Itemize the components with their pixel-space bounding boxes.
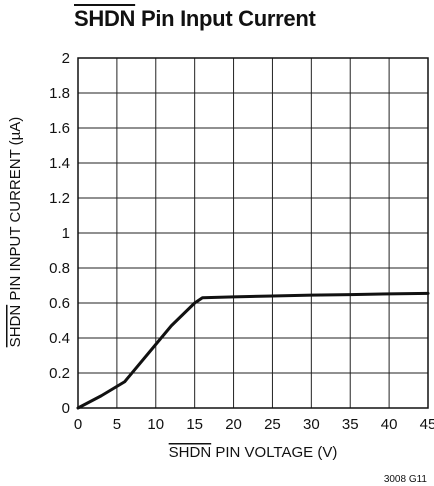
x-tick-label: 40 (381, 416, 398, 433)
x-axis-label: SHDN PIN VOLTAGE (V) (169, 444, 338, 461)
x-tick-labels: 0 5 10 15 20 25 30 35 40 45 (74, 416, 434, 433)
grid (78, 58, 428, 408)
y-tick-label: 0.4 (49, 330, 70, 347)
x-tick-label: 5 (113, 416, 121, 433)
chart-title: SHDN Pin Input Current (74, 6, 316, 32)
y-tick-label: 2 (62, 50, 70, 67)
x-tick-label: 30 (303, 416, 320, 433)
x-tick-label: 20 (225, 416, 242, 433)
y-tick-label: 0.2 (49, 365, 70, 382)
series-line (76, 291, 430, 410)
x-tick-label: 10 (147, 416, 164, 433)
figure-code: 3008 G11 (384, 474, 428, 485)
y-tick-label: 1.4 (49, 155, 70, 172)
x-tick-label: 45 (420, 416, 434, 433)
y-tick-label: 1.8 (49, 85, 70, 102)
x-tick-label: 25 (264, 416, 281, 433)
plot-frame (77, 57, 429, 409)
title-rest-text: Pin Input Current (135, 6, 316, 31)
x-tick-label: 15 (186, 416, 203, 433)
y-tick-label: 0 (62, 400, 70, 417)
series-lines (76, 291, 430, 410)
title-overline-text: SHDN (74, 6, 136, 31)
x-tick-label: 35 (342, 416, 359, 433)
y-tick-label: 1 (62, 225, 70, 242)
y-axis-label: SHDN PIN INPUT CURRENT (µA) (7, 117, 24, 348)
y-tick-labels: 0 0.2 0.4 0.6 0.8 1 1.2 1.4 1.6 1.8 2 (49, 50, 70, 417)
y-tick-label: 1.2 (49, 190, 70, 207)
y-tick-label: 0.6 (49, 295, 70, 312)
plot-border (77, 57, 429, 409)
y-tick-label: 0.8 (49, 260, 70, 277)
y-tick-label: 1.6 (49, 120, 70, 137)
x-tick-label: 0 (74, 416, 82, 433)
